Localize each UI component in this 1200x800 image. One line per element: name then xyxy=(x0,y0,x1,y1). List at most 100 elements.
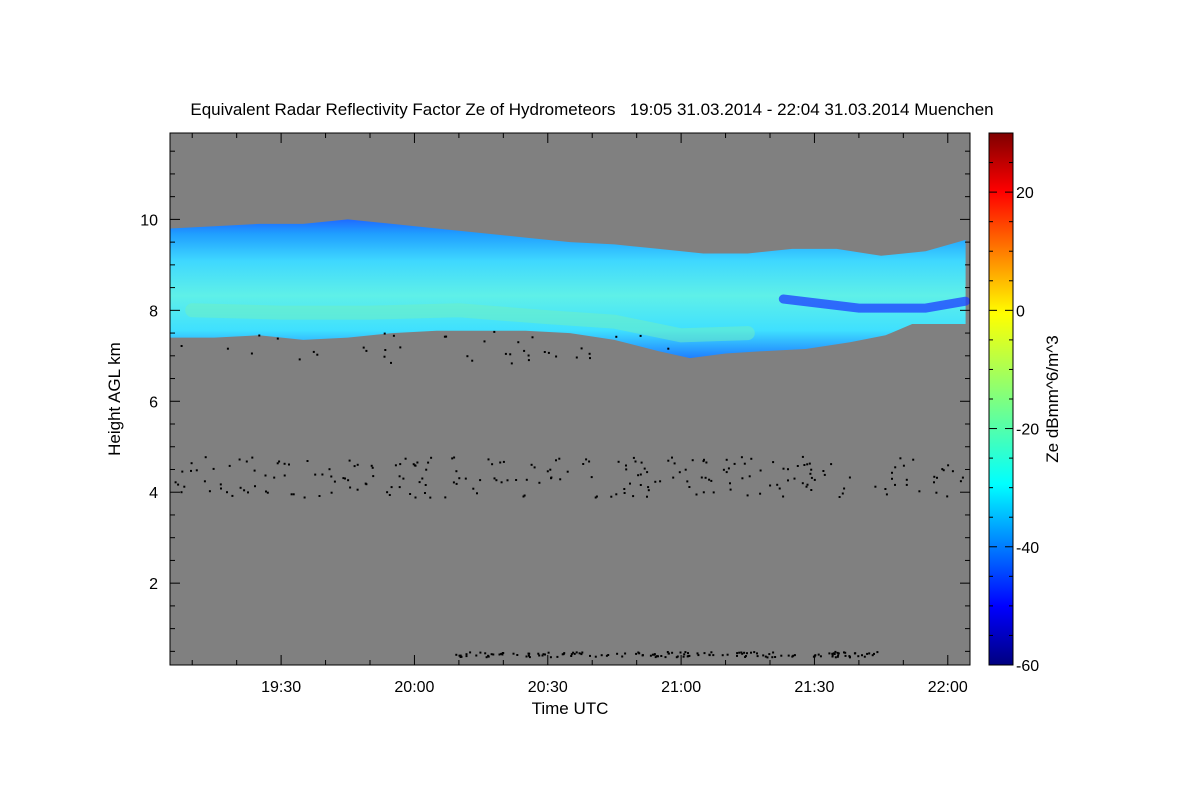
noise-dot xyxy=(725,471,728,474)
noise-dot xyxy=(876,651,879,654)
noise-dot xyxy=(424,492,426,494)
noise-dot xyxy=(453,456,456,459)
noise-dot xyxy=(736,652,739,655)
noise-dot xyxy=(740,651,743,654)
noise-dot xyxy=(533,466,536,469)
noise-dot xyxy=(738,651,741,654)
noise-dot xyxy=(778,487,781,490)
noise-dot xyxy=(541,654,544,657)
noise-dot xyxy=(746,494,749,497)
noise-dot xyxy=(342,477,345,480)
noise-dot xyxy=(691,459,694,462)
noise-dot xyxy=(546,470,549,473)
noise-dot xyxy=(912,458,915,461)
plot-frame xyxy=(169,132,971,666)
noise-dot xyxy=(344,477,346,480)
noise-dot xyxy=(782,495,785,498)
noise-dot xyxy=(809,472,812,475)
noise-dot xyxy=(516,654,519,656)
y-axis-label: Height AGL km xyxy=(105,342,124,456)
noise-dot xyxy=(418,481,421,484)
minor-ticks xyxy=(170,133,970,665)
noise-dot xyxy=(265,490,267,493)
noise-dot xyxy=(759,469,762,472)
noise-dot xyxy=(683,653,686,656)
noise-dot xyxy=(805,485,808,488)
noise-dot xyxy=(769,484,772,487)
noise-dot xyxy=(702,460,705,463)
noise-dot xyxy=(787,654,790,657)
x-tick-label: 22:00 xyxy=(928,679,968,696)
noise-dot xyxy=(290,493,293,496)
noise-dot xyxy=(712,654,715,657)
noise-dot xyxy=(383,332,386,335)
noise-dot xyxy=(386,491,389,494)
noise-dot xyxy=(409,493,412,495)
noise-dot xyxy=(933,475,936,478)
noise-dot xyxy=(844,654,847,657)
noise-dot xyxy=(266,491,269,494)
noise-dot xyxy=(372,475,375,478)
noise-dot xyxy=(659,480,662,483)
noise-dot xyxy=(646,471,649,474)
noise-dot xyxy=(594,496,597,499)
noise-dot xyxy=(570,655,573,657)
noise-dot xyxy=(538,654,541,657)
noise-dot xyxy=(700,476,703,479)
noise-dot xyxy=(615,335,618,338)
noise-dot xyxy=(828,652,831,655)
noise-dot xyxy=(190,462,193,465)
noise-dot xyxy=(371,466,374,469)
noise-dot xyxy=(793,654,796,657)
noise-dot xyxy=(180,491,183,494)
noise-dot xyxy=(465,655,468,658)
noise-dot xyxy=(871,654,874,657)
noise-dot xyxy=(582,463,585,465)
noise-dot xyxy=(780,654,783,657)
noise-dot xyxy=(273,476,276,479)
noise-dot xyxy=(832,652,835,655)
noise-dot xyxy=(654,656,657,659)
noise-dot xyxy=(550,476,553,479)
noise-dot xyxy=(509,353,512,356)
noise-dot xyxy=(330,475,333,478)
noise-dot xyxy=(479,651,482,654)
noise-dot xyxy=(314,473,317,476)
noise-dot xyxy=(722,468,725,471)
noise-dot xyxy=(195,469,198,472)
noise-dot xyxy=(641,654,644,657)
noise-dot xyxy=(390,486,393,489)
noise-dot xyxy=(231,494,234,497)
noise-dot xyxy=(703,652,706,655)
noise-dot xyxy=(501,653,504,656)
noise-dot xyxy=(947,464,950,467)
noise-dot xyxy=(632,495,635,498)
noise-dot xyxy=(530,463,533,466)
x-axis: 19:30 20:00 20:30 21:00 21:30 22:00 xyxy=(261,133,968,696)
noise-dot xyxy=(306,460,309,462)
noise-dot xyxy=(333,480,336,483)
noise-dot xyxy=(364,482,367,485)
noise-dot xyxy=(443,335,446,338)
noise-dot xyxy=(445,335,448,338)
noise-dot xyxy=(902,464,905,467)
noise-dot xyxy=(639,484,642,486)
noise-dot xyxy=(664,656,667,659)
noise-dot xyxy=(830,463,833,466)
noise-dot xyxy=(455,653,458,656)
noise-dot xyxy=(384,349,387,351)
noise-dot xyxy=(444,496,447,499)
colorbar-tick-label: -60 xyxy=(1016,658,1039,675)
noise-dot xyxy=(349,486,352,489)
noise-dot xyxy=(624,652,627,655)
noise-dot xyxy=(610,495,613,498)
noise-dot xyxy=(219,483,222,486)
noise-dot xyxy=(491,463,494,466)
noise-dot xyxy=(682,655,685,658)
noise-dot xyxy=(787,468,789,471)
noise-dot xyxy=(874,485,877,488)
noise-dot xyxy=(479,479,482,482)
noise-dot xyxy=(740,456,743,459)
noise-dot xyxy=(866,652,869,655)
y-tick-label: 6 xyxy=(149,394,158,411)
